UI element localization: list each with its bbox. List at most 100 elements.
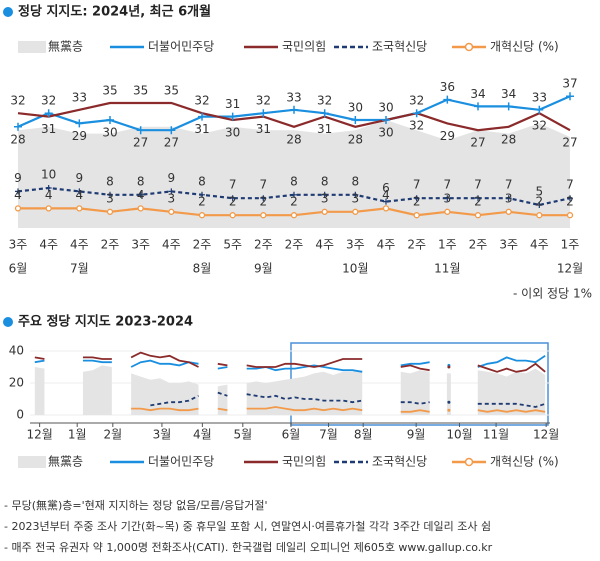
data-label: 31 xyxy=(194,122,209,136)
data-label: 33 xyxy=(72,90,87,104)
data-label: 2 xyxy=(198,195,206,209)
data-label: 8 xyxy=(321,174,329,188)
point xyxy=(474,212,482,219)
data-label: 3 xyxy=(168,191,176,205)
data-label: 7 xyxy=(260,178,268,192)
line xyxy=(150,391,546,408)
x-tick-label: 3주 xyxy=(9,238,28,252)
data-label: 29 xyxy=(440,129,455,143)
x-tick-label: 2주 xyxy=(285,238,304,252)
point xyxy=(260,195,267,202)
point xyxy=(447,400,451,404)
month-label: 9월 xyxy=(254,262,273,276)
data-label: 35 xyxy=(133,84,148,98)
data-label: 2 xyxy=(260,195,268,209)
data-label: 9 xyxy=(14,171,22,185)
point xyxy=(321,208,328,215)
footnote: - 2023년부터 주중 조사 기간(화~목) 중 휴무일 포함 시, 연말연시… xyxy=(4,519,491,533)
data-label: 8 xyxy=(290,174,298,188)
point xyxy=(14,122,22,131)
point xyxy=(136,126,145,135)
legend-label: 無黨층 xyxy=(48,39,83,54)
x-tick-label: 8월 xyxy=(354,428,373,442)
note: - 이외 정당 1% xyxy=(513,287,592,301)
legend-label: 조국혁신당 xyxy=(372,40,427,54)
data-label: 27 xyxy=(470,136,485,150)
data-label: 8 xyxy=(106,174,114,188)
x-tick-label: 4주 xyxy=(530,238,549,252)
x-tick-label: 11월 xyxy=(483,428,509,442)
data-label: 31 xyxy=(225,97,240,111)
data-label: 31 xyxy=(317,122,332,136)
data-label: 28 xyxy=(501,132,516,146)
area xyxy=(18,120,570,228)
x-tick-label: 4주 xyxy=(315,238,334,252)
x-tick-label: 4주 xyxy=(70,238,89,252)
data-label: 2 xyxy=(566,195,574,209)
data-label: 3 xyxy=(352,191,360,205)
point xyxy=(76,188,83,195)
data-label: 7 xyxy=(444,178,452,192)
data-label: 30 xyxy=(378,101,393,115)
legend-label: 더불어민주당 xyxy=(148,40,214,54)
title-dot xyxy=(3,317,13,327)
x-tick-label: 3주 xyxy=(499,238,518,252)
x-tick-label: 2월 xyxy=(103,428,122,442)
x-tick-label: 1주 xyxy=(438,238,457,252)
point xyxy=(412,109,421,118)
legend-swatch xyxy=(18,41,46,53)
month-label: 12월 xyxy=(557,262,583,276)
point xyxy=(447,365,451,369)
chart-title: 정당 지지도: 2024년, 최근 6개월 xyxy=(18,4,211,20)
data-label: 9 xyxy=(76,171,84,185)
point xyxy=(413,212,420,219)
x-tick-label: 2주 xyxy=(193,238,212,252)
x-tick-label: 2주 xyxy=(407,238,426,252)
data-label: 32 xyxy=(409,94,424,108)
point xyxy=(443,95,452,104)
point xyxy=(505,208,512,215)
data-label: 32 xyxy=(41,94,56,108)
month-label: 11월 xyxy=(434,262,460,276)
data-label: 34 xyxy=(501,87,516,101)
point xyxy=(168,188,175,195)
data-label: 33 xyxy=(532,90,547,104)
point xyxy=(167,126,176,135)
data-label: 3 xyxy=(444,191,452,205)
point xyxy=(290,212,298,219)
x-tick-label: 2주 xyxy=(254,238,273,252)
x-tick-label: 5월 xyxy=(233,428,252,442)
data-label: 32 xyxy=(532,119,547,133)
point xyxy=(535,105,544,114)
point xyxy=(413,195,420,202)
data-label: 35 xyxy=(164,84,179,98)
point xyxy=(475,195,481,202)
legend-swatch xyxy=(18,456,46,468)
legend-label: 더불어민주당 xyxy=(148,455,214,469)
data-label: 28 xyxy=(286,132,301,146)
point xyxy=(199,191,205,198)
data-label: 2 xyxy=(413,195,421,209)
x-tick-label: 2주 xyxy=(469,238,488,252)
point xyxy=(321,191,328,198)
point xyxy=(15,188,21,195)
point xyxy=(352,191,359,198)
x-tick-label: 7월 xyxy=(319,428,338,442)
point xyxy=(107,191,113,198)
point xyxy=(198,212,206,219)
point xyxy=(536,202,543,208)
y-tick-label: 0 xyxy=(16,408,24,422)
x-tick-label: 3주 xyxy=(346,238,365,252)
point xyxy=(566,92,574,101)
point xyxy=(291,191,297,198)
point xyxy=(567,195,573,202)
footnote: - 무당(無黨)층='현재 지지하는 정당 없음/모름/응답거절' xyxy=(4,498,268,512)
legend-label: 개혁신당 (%) xyxy=(490,40,559,54)
x-tick-label: 1월 xyxy=(68,428,87,442)
title-dot xyxy=(3,7,13,17)
data-label: 4 xyxy=(76,188,84,202)
x-tick-label: 9월 xyxy=(407,428,426,442)
point xyxy=(504,102,513,111)
data-label: 4 xyxy=(14,188,22,202)
line xyxy=(131,406,546,413)
